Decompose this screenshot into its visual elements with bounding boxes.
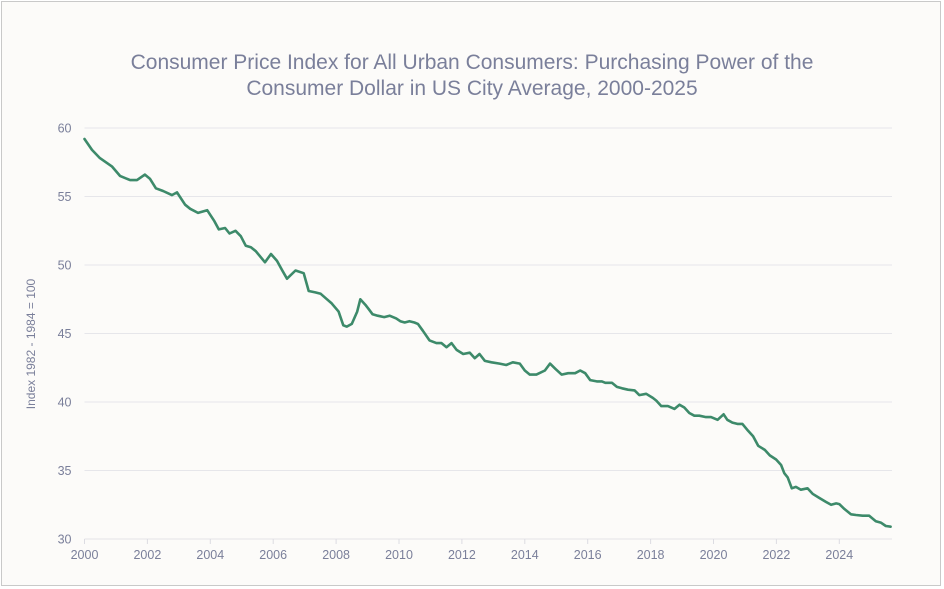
x-tick-label: 2004 [196,548,224,562]
y-tick-label: 35 [58,464,72,478]
x-tick-label: 2018 [637,548,665,562]
x-tick-label: 2022 [762,548,790,562]
series-group [83,137,892,529]
x-axis-ticks: 2000 2002 2004 2006 2008 2010 2012 2014 2016 2018… [71,539,853,562]
y-axis-ticks: 30 35 40 45 50 55 60 [58,122,72,547]
x-tick-label: 2006 [259,548,287,562]
x-tick-label: 2016 [574,548,602,562]
x-tick-label: 2000 [71,548,99,562]
gridlines [84,127,892,540]
y-tick-label: 50 [58,259,72,273]
y-tick-label: 40 [58,396,72,410]
x-tick-label: 2024 [825,548,853,562]
series-line [83,137,892,529]
y-tick-label: 60 [58,122,72,136]
y-tick-label: 55 [58,190,72,204]
x-tick-label: 2010 [385,548,413,562]
x-tick-label: 2014 [511,548,539,562]
chart-title-line-1: Consumer Price Index for All Urban Consu… [130,51,814,74]
x-tick-label: 2002 [133,548,161,562]
x-tick-label: 2008 [322,548,350,562]
chart-title-line-2: Consumer Dollar in US City Average, 2000… [246,77,698,100]
y-tick-label: 30 [58,533,72,547]
x-tick-label: 2012 [448,548,476,562]
x-tick-label: 2020 [700,548,728,562]
chart-title: Consumer Price Index for All Urban Consu… [0,50,944,102]
y-tick-label: 45 [58,327,72,341]
